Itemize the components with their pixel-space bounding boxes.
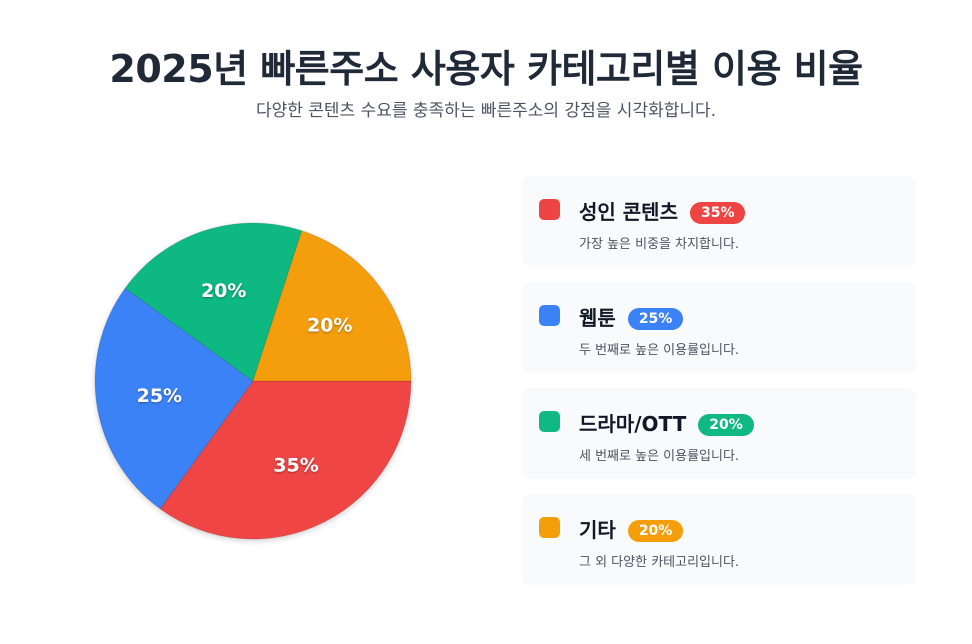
legend-swatch: [539, 411, 560, 432]
page-subtitle: 다양한 콘텐츠 수요를 충족하는 빠른주소의 강점을 시각화합니다.: [255, 101, 717, 121]
pie-slice-webtoon: [94, 287, 254, 510]
legend-swatch: [539, 517, 560, 538]
pie-chart: 35% 25% 20% 20%: [80, 208, 426, 554]
legend-item-badge: 20%: [627, 520, 684, 542]
legend-item-name: 드라마/OTT: [579, 412, 687, 436]
legend-item-badge: 35%: [689, 202, 746, 224]
legend-swatch: [539, 305, 560, 326]
legend-item-name: 웹툰: [579, 306, 616, 330]
legend-swatch: [539, 199, 560, 220]
pie-slices: [94, 222, 412, 540]
legend-item-name: 성인 콘텐츠: [579, 200, 678, 224]
pie-slice-label: 25%: [137, 385, 182, 407]
legend-item-adult: 성인 콘텐츠 35% 가장 높은 비중을 차지합니다.: [522, 176, 916, 267]
legend-item-desc: 그 외 다양한 카테고리입니다.: [579, 555, 740, 570]
legend-item-desc: 두 번째로 높은 이용률입니다.: [579, 343, 740, 358]
legend: 성인 콘텐츠 35% 가장 높은 비중을 차지합니다. 웹툰 25% 두 번째로 높…: [522, 176, 916, 600]
pie-slice-drama-ott: [124, 222, 303, 382]
pie-slice-label: 20%: [201, 280, 246, 302]
legend-item-drama-ott: 드라마/OTT 20% 세 번째로 높은 이용률입니다.: [522, 388, 916, 479]
pie-slice-adult: [159, 380, 412, 540]
legend-item-badge: 25%: [627, 308, 684, 330]
page-title: 2025년 빠른주소 사용자 카테고리별 이용 비율: [109, 47, 863, 91]
pie-slice-other: [252, 230, 412, 382]
legend-item-webtoon: 웹툰 25% 두 번째로 높은 이용률입니다.: [522, 282, 916, 373]
pie-chart-svg: 35% 25% 20% 20%: [94, 222, 412, 540]
pie-slice-label: 35%: [273, 454, 318, 476]
legend-item-name: 기타: [579, 518, 616, 542]
pie-labels: 35% 25% 20% 20%: [137, 280, 353, 477]
legend-item-desc: 세 번째로 높은 이용률입니다.: [579, 449, 740, 464]
legend-item-badge: 20%: [698, 414, 754, 436]
legend-item-other: 기타 20% 그 외 다양한 카테고리입니다.: [522, 494, 916, 585]
pie-slice-label: 20%: [307, 314, 352, 336]
legend-item-desc: 가장 높은 비중을 차지합니다.: [579, 237, 740, 252]
